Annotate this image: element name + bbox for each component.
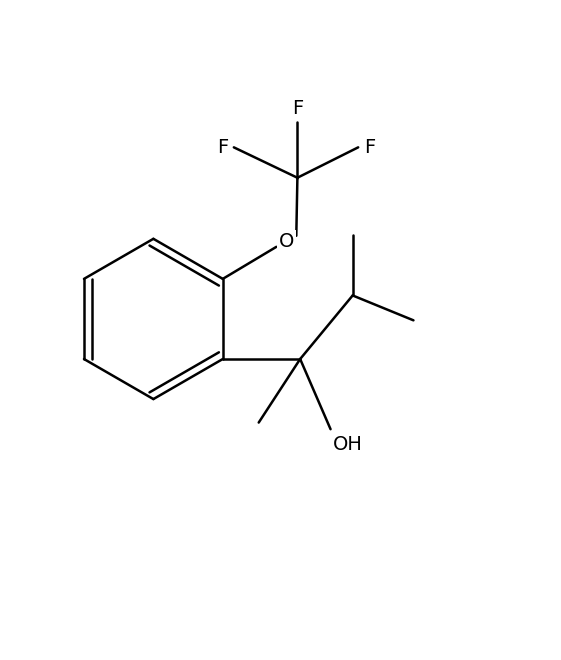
Text: F: F	[364, 138, 375, 157]
Text: OH: OH	[333, 435, 363, 453]
Text: F: F	[292, 99, 303, 118]
Text: F: F	[217, 138, 228, 157]
Text: O: O	[279, 232, 294, 251]
